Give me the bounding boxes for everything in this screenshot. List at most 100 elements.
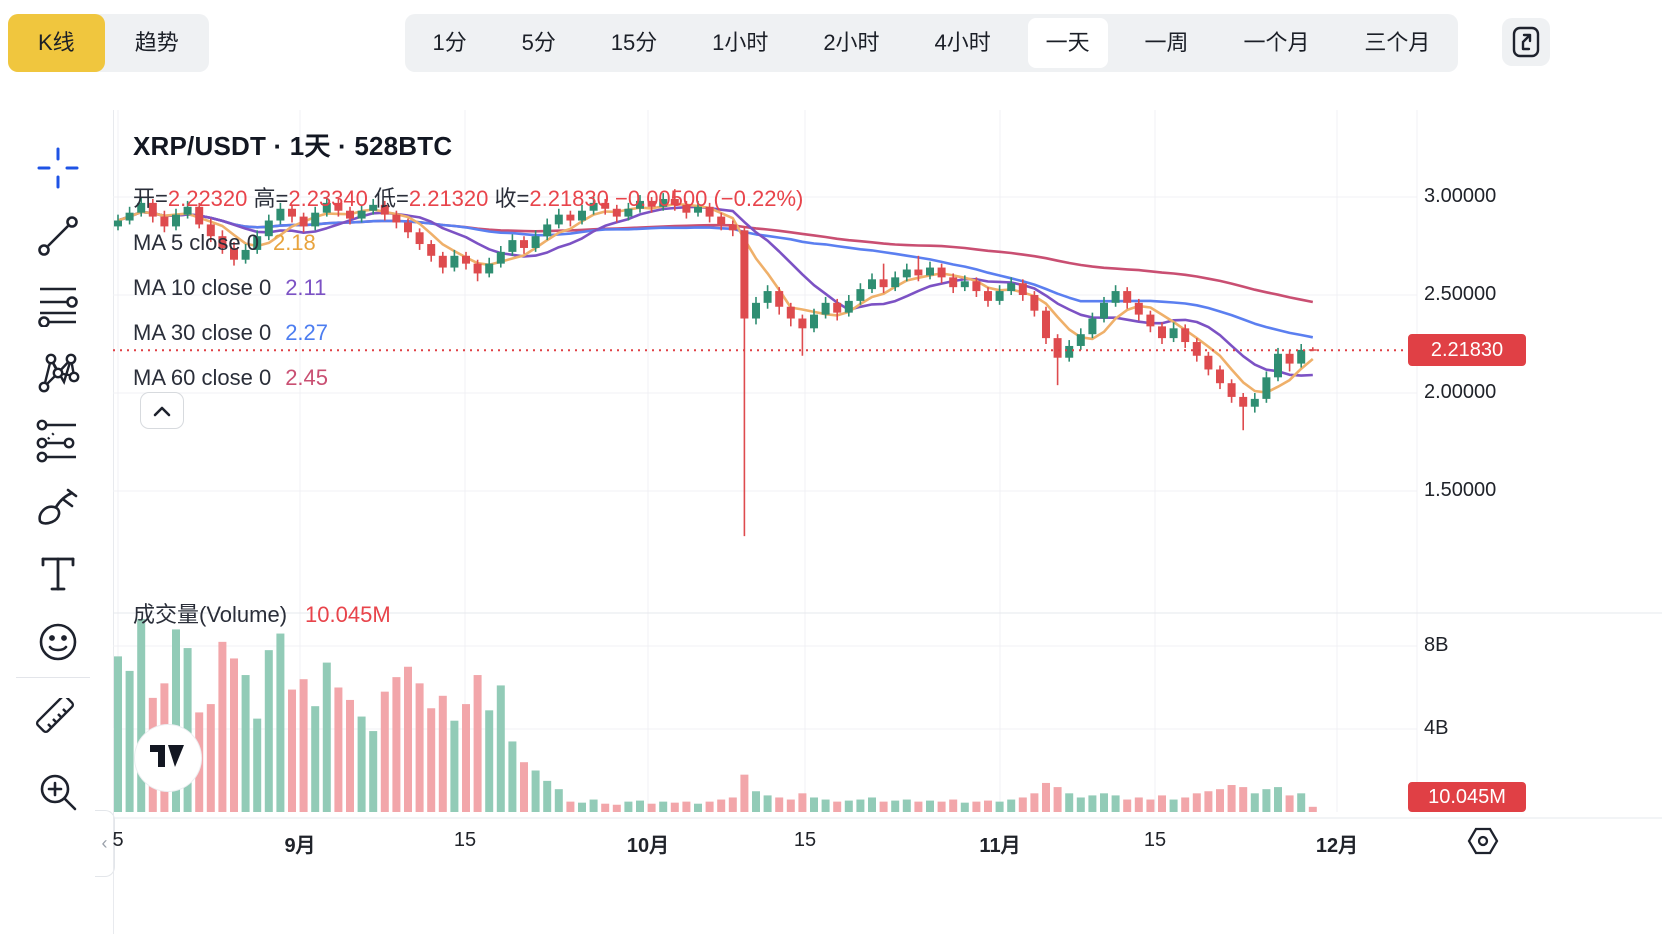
volume-bar	[682, 801, 691, 812]
timeframe-5分[interactable]: 5分	[521, 30, 556, 55]
volume-bar	[856, 799, 865, 812]
volume-bar	[566, 801, 575, 812]
volume-bar	[508, 741, 517, 812]
timeframe-4小时[interactable]: 4小时	[934, 30, 991, 55]
ma-10-line	[117, 205, 1313, 377]
candle-body	[1308, 349, 1317, 351]
axis-settings-button[interactable]	[1464, 822, 1502, 860]
candle-body	[195, 206, 204, 225]
candle-body	[1042, 310, 1050, 339]
volume-bar	[670, 802, 679, 812]
tool-trend-line[interactable]	[30, 208, 86, 264]
text-icon	[35, 551, 81, 597]
volume-bar	[288, 689, 296, 812]
candle-body	[949, 277, 958, 288]
timeframe-三个月[interactable]: 三个月	[1364, 30, 1431, 55]
candle-body	[995, 291, 1004, 301]
volume-bar	[589, 799, 598, 812]
timeframe-1小时[interactable]: 1小时	[712, 30, 769, 55]
volume-bar	[1285, 795, 1294, 812]
candle-body	[972, 281, 981, 292]
volume-bar	[1042, 782, 1050, 812]
candle-body	[960, 281, 969, 288]
candle-body	[415, 232, 424, 245]
tool-text[interactable]	[30, 546, 86, 602]
candle-body	[578, 210, 586, 221]
volume-bar	[230, 658, 238, 812]
tool-crosshair[interactable]	[30, 140, 86, 196]
volume-bar	[218, 641, 227, 812]
tool-emoji[interactable]	[30, 614, 86, 670]
tool-zoom-in[interactable]	[30, 764, 86, 820]
timeframe-2小时[interactable]: 2小时	[823, 30, 880, 55]
volume-badge: 10.045M	[1408, 782, 1526, 812]
symbol-title: XRP/USDT · 1天 · 528BTC	[133, 131, 453, 161]
candle-body	[786, 306, 795, 319]
candle-body	[1053, 338, 1062, 358]
volume-axis-label: 4B	[1424, 717, 1449, 739]
tradingview-logo	[135, 725, 201, 791]
time-axis-label: 15	[1143, 829, 1167, 851]
candle-body	[891, 277, 900, 288]
candle-body	[380, 204, 389, 215]
volume-bar	[775, 797, 784, 812]
volume-bar	[914, 801, 923, 812]
timeframe-一个月[interactable]: 一个月	[1243, 30, 1310, 55]
ma-value: 2.11	[285, 275, 327, 300]
volume-bar	[1076, 797, 1085, 812]
volume-bar	[578, 802, 586, 812]
volume-bar	[821, 799, 830, 812]
volume-bar	[1297, 793, 1306, 812]
candle-body	[1007, 283, 1016, 292]
chart-type-趋势[interactable]: 趋势	[134, 30, 179, 55]
candle-body	[357, 210, 366, 219]
volume-bar	[960, 802, 969, 812]
volume-bar	[601, 803, 610, 812]
tool-brush[interactable]	[30, 480, 86, 536]
candle-body	[1297, 349, 1306, 364]
chart-type-K线[interactable]: K线	[8, 14, 105, 72]
ma-label: MA 5 close 0	[133, 230, 259, 255]
tool-ruler[interactable]	[30, 694, 86, 750]
ohlc-row: 开=2.22320 高=2.23340 低=2.21320 收=2.21830 …	[133, 181, 803, 213]
sidebar-divider	[113, 110, 114, 934]
volume-bar	[206, 704, 215, 812]
volume-bar	[1053, 787, 1062, 812]
fullscreen-button[interactable]	[1502, 18, 1550, 66]
pane-collapse-button[interactable]	[140, 392, 184, 429]
tool-fib-retracement[interactable]	[30, 276, 86, 332]
ohlc-label: 高=	[253, 186, 289, 211]
candle-body	[833, 302, 842, 313]
volume-bar	[763, 795, 772, 812]
candle-body	[624, 208, 633, 217]
time-axis-label: 15	[453, 829, 477, 851]
candle-body	[1018, 283, 1027, 295]
candle-body	[160, 216, 169, 227]
candle-body	[450, 255, 459, 268]
time-axis-label: 9月	[284, 835, 316, 857]
candle-body	[322, 202, 331, 213]
sidebar-collapse-handle[interactable]: ‹	[95, 810, 115, 877]
candle-body	[218, 236, 227, 248]
timeframe-一天[interactable]: 一天	[1027, 18, 1108, 68]
candle-body	[276, 208, 285, 221]
volume-bar	[520, 762, 528, 812]
volume-bar	[1308, 806, 1317, 812]
timeframe-15分[interactable]: 15分	[610, 30, 658, 55]
volume-bar	[740, 774, 749, 812]
candle-body	[601, 202, 610, 209]
candle-body	[1088, 318, 1097, 335]
timeframe-一周[interactable]: 一周	[1144, 30, 1189, 55]
volume-bar	[636, 800, 644, 812]
tool-long-position[interactable]	[30, 412, 86, 468]
chart-type-switch: K线 趋势	[8, 14, 209, 72]
candle-body	[496, 251, 505, 264]
candle-body	[183, 206, 192, 215]
volume-bar	[392, 677, 401, 812]
zoom-in-icon	[35, 769, 81, 815]
timeframe-1分[interactable]: 1分	[432, 30, 467, 55]
volume-bar	[543, 780, 552, 812]
volume-bar	[984, 800, 992, 812]
tool-xabcd-pattern[interactable]	[30, 344, 86, 400]
